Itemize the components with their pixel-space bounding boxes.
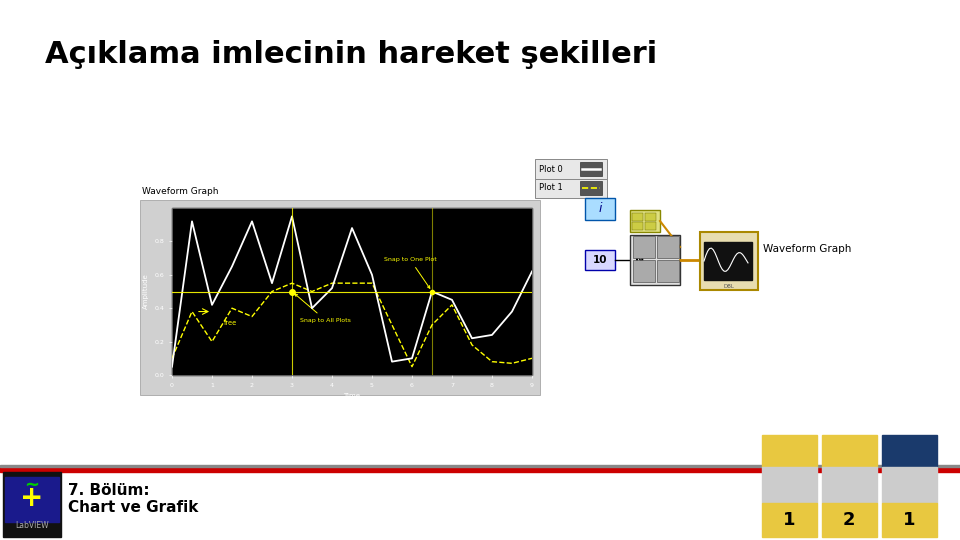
Bar bbox=[630, 235, 680, 285]
Bar bbox=[580, 162, 602, 176]
Text: Chart ve Grafik: Chart ve Grafik bbox=[68, 500, 199, 515]
Text: Waveform Graph: Waveform Graph bbox=[142, 187, 219, 196]
Bar bbox=[172, 208, 532, 375]
Text: free: free bbox=[224, 320, 237, 326]
X-axis label: Time: Time bbox=[344, 393, 361, 399]
Text: DBL: DBL bbox=[724, 284, 734, 288]
Bar bbox=[633, 236, 655, 258]
Bar bbox=[657, 260, 679, 282]
Bar bbox=[882, 435, 937, 467]
Bar bbox=[882, 503, 937, 537]
Bar bbox=[632, 213, 643, 221]
Text: i: i bbox=[598, 202, 602, 215]
Bar bbox=[5, 477, 59, 522]
Bar bbox=[580, 181, 602, 195]
Bar bbox=[645, 222, 656, 230]
Bar bbox=[630, 210, 660, 232]
Bar bbox=[822, 467, 877, 503]
Text: 7. Bölüm:: 7. Bölüm: bbox=[68, 483, 150, 498]
Bar bbox=[704, 242, 752, 280]
Text: 1: 1 bbox=[902, 511, 915, 529]
Text: 1: 1 bbox=[782, 511, 795, 529]
Text: ~: ~ bbox=[25, 476, 39, 494]
Y-axis label: Amplitude: Amplitude bbox=[143, 274, 149, 309]
Bar bbox=[3, 472, 61, 537]
Text: Snap to All Plots: Snap to All Plots bbox=[295, 294, 350, 322]
Bar bbox=[0, 470, 960, 540]
Bar bbox=[633, 260, 655, 282]
Text: Plot 1: Plot 1 bbox=[539, 184, 563, 192]
Text: N: N bbox=[635, 255, 644, 265]
Bar bbox=[632, 222, 643, 230]
Text: 2: 2 bbox=[843, 511, 855, 529]
Bar bbox=[700, 232, 758, 290]
Bar bbox=[140, 200, 540, 395]
Bar bbox=[762, 503, 817, 537]
Text: +: + bbox=[20, 484, 44, 512]
Bar bbox=[0, 467, 960, 472]
Bar bbox=[762, 467, 817, 503]
Bar bbox=[657, 236, 679, 258]
Bar bbox=[535, 159, 607, 179]
Bar bbox=[882, 467, 937, 503]
Text: Plot 0: Plot 0 bbox=[539, 165, 563, 173]
Bar bbox=[762, 435, 817, 467]
Bar bbox=[535, 179, 607, 198]
Bar bbox=[822, 503, 877, 537]
Text: 10: 10 bbox=[592, 255, 608, 265]
Text: Açıklama imlecinin hareket şekilleri: Açıklama imlecinin hareket şekilleri bbox=[45, 40, 658, 69]
Bar bbox=[0, 465, 960, 467]
Text: Waveform Graph: Waveform Graph bbox=[763, 244, 852, 254]
Bar bbox=[822, 435, 877, 467]
Bar bbox=[585, 198, 615, 220]
Text: Snap to One Plot: Snap to One Plot bbox=[384, 258, 437, 288]
Bar bbox=[585, 250, 615, 270]
Text: LabVIEW: LabVIEW bbox=[15, 521, 49, 530]
Bar bbox=[645, 213, 656, 221]
